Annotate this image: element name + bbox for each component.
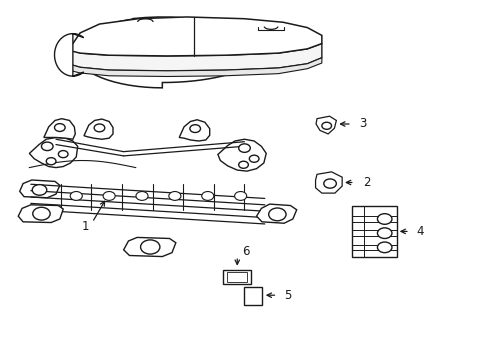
Polygon shape bbox=[18, 205, 63, 222]
Polygon shape bbox=[65, 58, 321, 77]
Circle shape bbox=[377, 214, 391, 224]
Text: 3: 3 bbox=[359, 117, 366, 130]
Polygon shape bbox=[123, 238, 176, 257]
Circle shape bbox=[32, 185, 47, 195]
Bar bbox=[243, 287, 262, 305]
Text: 2: 2 bbox=[362, 176, 370, 189]
Text: 6: 6 bbox=[242, 245, 249, 258]
Polygon shape bbox=[75, 17, 259, 88]
Polygon shape bbox=[179, 120, 209, 141]
Bar bbox=[351, 206, 396, 257]
Bar bbox=[226, 272, 246, 282]
Circle shape bbox=[238, 161, 248, 168]
Polygon shape bbox=[44, 119, 75, 139]
Circle shape bbox=[33, 207, 50, 220]
Circle shape bbox=[323, 179, 336, 188]
Circle shape bbox=[58, 150, 68, 158]
Ellipse shape bbox=[168, 192, 181, 201]
Ellipse shape bbox=[70, 192, 82, 201]
Circle shape bbox=[321, 122, 331, 129]
Polygon shape bbox=[315, 116, 336, 134]
Circle shape bbox=[238, 144, 250, 152]
Text: 5: 5 bbox=[284, 289, 291, 302]
Circle shape bbox=[54, 123, 65, 131]
Circle shape bbox=[377, 242, 391, 253]
Circle shape bbox=[377, 228, 391, 238]
Polygon shape bbox=[315, 172, 342, 193]
Ellipse shape bbox=[136, 192, 148, 201]
Circle shape bbox=[189, 125, 200, 132]
Circle shape bbox=[249, 155, 259, 162]
Circle shape bbox=[41, 142, 53, 150]
Circle shape bbox=[140, 240, 160, 254]
Polygon shape bbox=[218, 139, 265, 171]
Text: 4: 4 bbox=[416, 225, 423, 238]
Polygon shape bbox=[65, 44, 321, 71]
Polygon shape bbox=[29, 138, 78, 168]
Circle shape bbox=[94, 124, 104, 132]
Ellipse shape bbox=[103, 192, 115, 201]
Polygon shape bbox=[20, 180, 60, 198]
Bar bbox=[223, 270, 250, 284]
Circle shape bbox=[46, 158, 56, 165]
Polygon shape bbox=[55, 33, 83, 76]
Polygon shape bbox=[256, 204, 296, 223]
Ellipse shape bbox=[202, 192, 213, 201]
Text: 1: 1 bbox=[81, 220, 88, 233]
Polygon shape bbox=[84, 119, 113, 139]
Ellipse shape bbox=[234, 192, 246, 201]
Polygon shape bbox=[65, 17, 321, 56]
Circle shape bbox=[268, 208, 285, 221]
